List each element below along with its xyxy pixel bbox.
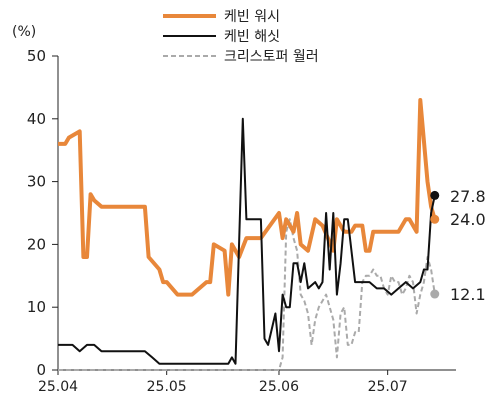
end-marker-waller <box>430 289 440 299</box>
series-line-warsh <box>58 98 437 297</box>
end-label-waller: 12.1 <box>450 285 486 304</box>
x-tick-label: 25.06 <box>259 379 299 395</box>
legend-label-hassett: 케빈 해싯 <box>224 29 280 45</box>
end-marker-warsh <box>430 214 440 224</box>
series-line-hassett <box>58 117 436 365</box>
y-tick-label: 30 <box>27 173 46 191</box>
y-tick-label: 0 <box>36 361 46 379</box>
x-tick-label: 25.07 <box>368 379 408 395</box>
x-tick-label: 25.04 <box>38 379 78 395</box>
y-tick-label: 40 <box>27 110 46 128</box>
end-label-warsh: 24.0 <box>450 210 486 229</box>
y-axis-ticks: 0 10 20 30 40 50 <box>27 47 58 379</box>
y-tick-label: 20 <box>27 235 46 253</box>
legend-label-waller: 크리스토퍼 월러 <box>224 49 319 65</box>
series-line-waller <box>58 218 436 371</box>
legend-label-warsh: 케빈 워시 <box>224 9 280 25</box>
series-end-markers <box>430 190 440 299</box>
x-tick-label: 25.05 <box>147 379 187 395</box>
x-axis-ticks: 25.04 25.05 25.06 25.07 <box>38 370 408 395</box>
series-lines <box>58 98 437 371</box>
end-marker-hassett <box>430 190 440 200</box>
legend: 케빈 워시 케빈 해싯 크리스토퍼 월러 <box>163 9 319 65</box>
end-label-hassett: 27.8 <box>450 187 486 206</box>
y-tick-label: 50 <box>27 47 46 65</box>
y-tick-label: 10 <box>27 298 46 316</box>
y-axis-unit-label: (%) <box>12 24 36 40</box>
